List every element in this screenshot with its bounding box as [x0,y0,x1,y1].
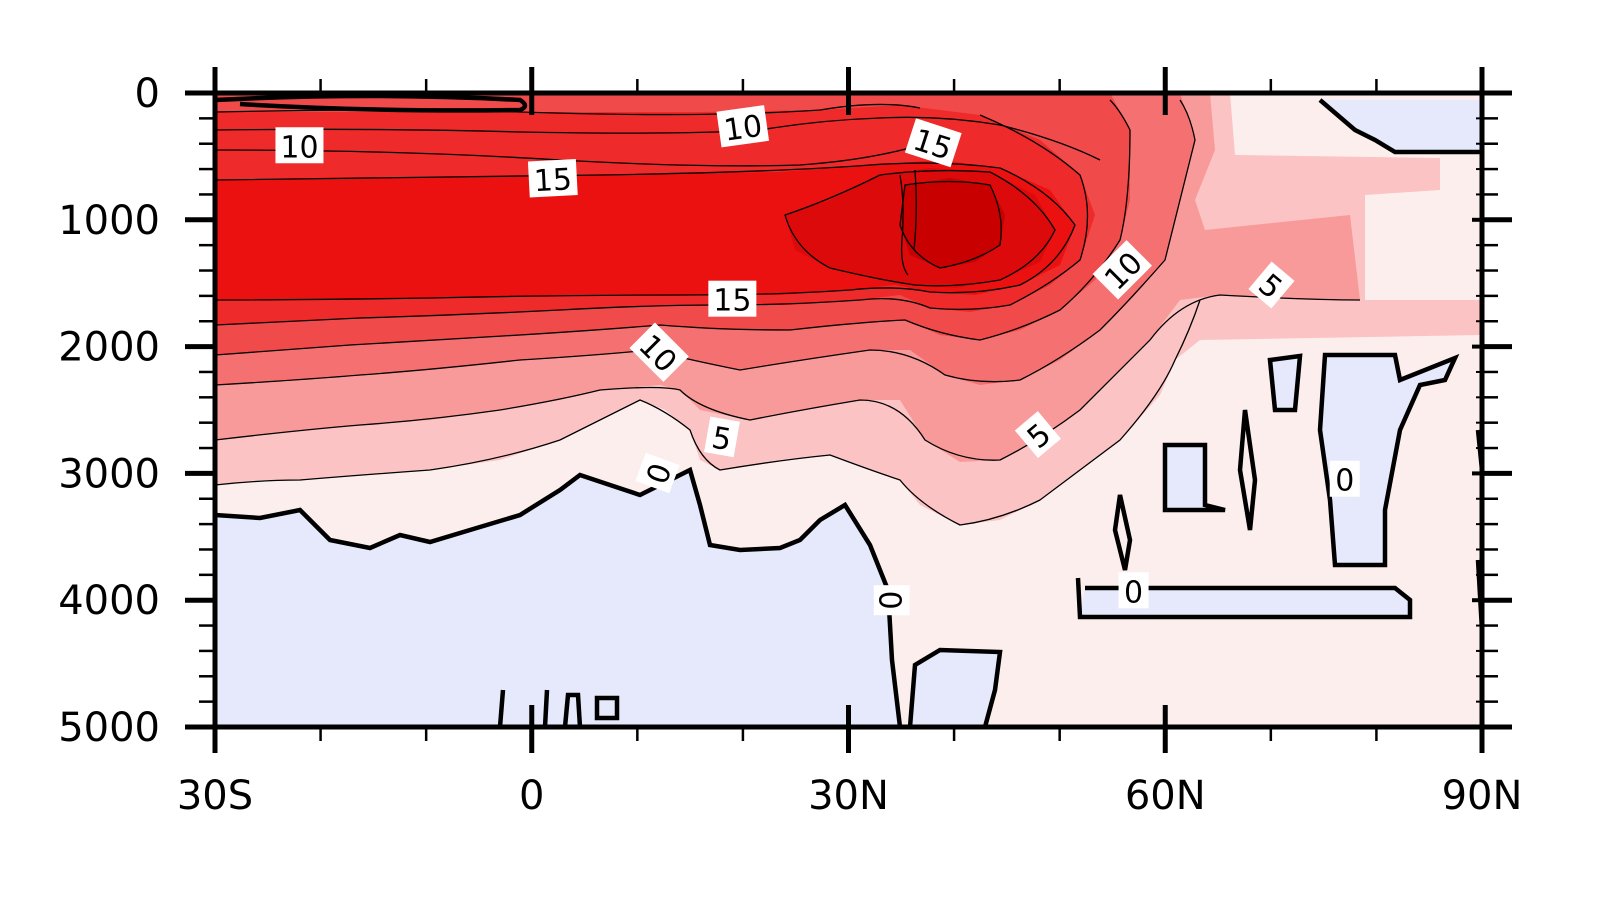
contour-label: 0 [635,452,680,494]
contour-line [784,169,1056,287]
y-tick-label: 2000 [58,325,160,371]
contour-label-box [873,585,910,616]
zero-contour-line [1162,442,1226,513]
contour-label-text: 10 [722,109,765,149]
zero-contour-line [215,93,528,113]
contour-label: 0 [872,585,910,616]
contour-label: 15 [904,118,962,168]
contour-line [215,299,1201,526]
y-tick-label: 0 [135,71,160,117]
contour-fills [215,93,1482,727]
x-tick-label: 90N [1442,773,1523,819]
zero-contour-line [1075,577,1413,620]
contour-label: 0 [1329,460,1360,499]
contour-label-text: 0 [872,591,907,610]
contour-line [899,169,917,276]
contour-line [215,99,1196,386]
contour-label: 0 [1118,572,1149,610]
fill-band-negative-abyss [215,470,900,727]
contour-label-box [527,158,578,198]
contour-label-box [1329,460,1360,497]
contour-label: 5 [704,416,740,458]
contour-label-box [716,105,770,148]
x-tick-label: 30N [808,773,889,819]
contour-line [215,162,1076,301]
contour-label-box [635,452,680,494]
x-tick-label: 30S [177,773,253,819]
contour-line [215,144,921,167]
contour-label: 15 [527,158,578,199]
contour-label-box [1014,411,1061,459]
zero-contour-line [907,647,1003,727]
x-tick-label: 0 [519,773,544,819]
contour-label: 15 [708,280,757,319]
zero-contour-line [1317,352,1460,568]
contour-label-text: 0 [1335,464,1354,499]
y-tick-label: 1000 [58,198,160,244]
contour-label-text: 0 [1124,575,1143,610]
zero-contour-line [497,689,620,727]
y-tick-label: 3000 [58,451,160,497]
zero-contour-line [1112,494,1133,571]
contour-label: 10 [275,127,324,165]
contour-label-text: 15 [533,162,573,199]
contour-label-box [275,127,324,164]
contour-lines [215,99,1361,526]
zero-contour-line [1267,353,1303,413]
fill-band-negative-deep-n [910,650,1000,727]
x-tick-label: 60N [1125,773,1206,819]
fill-band-negative-arctic-top [1320,100,1482,152]
zero-contour-line [1318,98,1482,155]
contour-line [899,180,1002,269]
contour-line [215,294,1361,461]
contour-label-box [1118,572,1149,609]
contour-label-box [904,118,962,168]
contour-label-text: 10 [280,130,318,165]
contour-label-box [704,416,740,458]
y-tick-label: 4000 [58,578,160,624]
x-axis: 30S 0 30N 60N 90N [177,67,1523,819]
contour-label-box [1248,261,1295,309]
contour-label-text: 15 [713,284,751,319]
contour-line [215,114,1089,326]
contour-line [215,99,1131,356]
fill-band-negative-arctic-deep [1080,355,1455,617]
y-tick-label: 5000 [58,705,160,751]
contour-label-box [629,322,689,382]
zero-contour-line [1237,409,1258,531]
contour-label: 10 [716,105,770,149]
contour-label-box [1092,240,1153,300]
fill-band-20-plus [900,178,1005,268]
contour-label-box [708,280,757,317]
